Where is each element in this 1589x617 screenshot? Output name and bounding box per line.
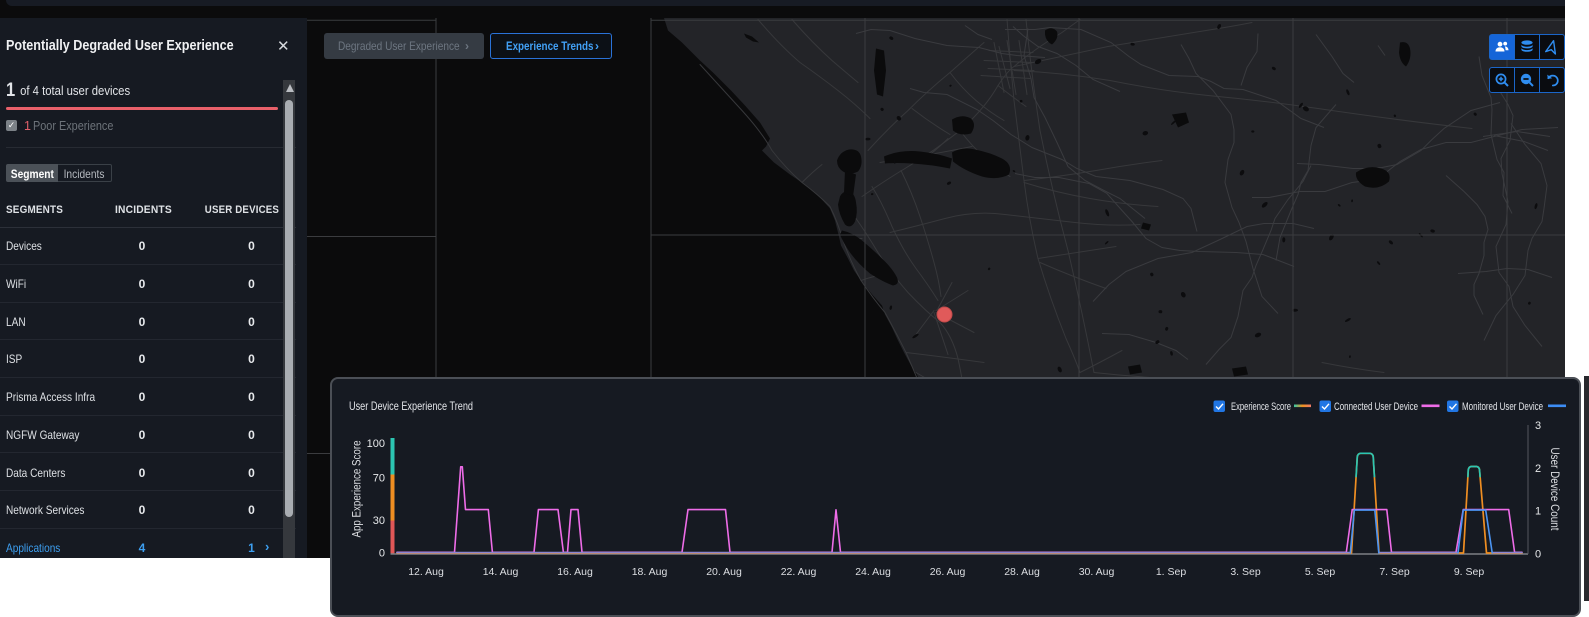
svg-text:0: 0	[379, 548, 385, 560]
svg-text:7. Sep: 7. Sep	[1379, 566, 1410, 578]
svg-text:3. Sep: 3. Sep	[1230, 566, 1261, 578]
svg-text:3: 3	[1535, 420, 1541, 432]
svg-text:Monitored User Device: Monitored User Device	[1462, 401, 1543, 413]
svg-text:18. Aug: 18. Aug	[632, 566, 668, 578]
svg-text:Connected User Device: Connected User Device	[1334, 401, 1418, 413]
svg-text:9. Sep: 9. Sep	[1454, 566, 1485, 578]
svg-text:0: 0	[1535, 549, 1541, 561]
svg-text:22. Aug: 22. Aug	[781, 566, 817, 578]
svg-text:Experience Score: Experience Score	[1231, 401, 1291, 413]
svg-text:20. Aug: 20. Aug	[706, 566, 742, 578]
svg-text:16. Aug: 16. Aug	[557, 566, 593, 578]
svg-text:100: 100	[367, 438, 385, 450]
svg-text:5. Sep: 5. Sep	[1305, 566, 1336, 578]
svg-text:24. Aug: 24. Aug	[855, 566, 891, 578]
svg-text:User Device Experience Trend: User Device Experience Trend	[349, 399, 473, 413]
svg-text:30: 30	[373, 515, 385, 527]
svg-text:2: 2	[1535, 463, 1541, 475]
svg-text:12. Aug: 12. Aug	[408, 566, 444, 578]
svg-text:App Experience Score: App Experience Score	[352, 441, 364, 538]
svg-text:1: 1	[1535, 506, 1541, 518]
svg-text:1. Sep: 1. Sep	[1156, 566, 1187, 578]
svg-text:26. Aug: 26. Aug	[930, 566, 966, 578]
svg-text:30. Aug: 30. Aug	[1079, 566, 1115, 578]
svg-text:28. Aug: 28. Aug	[1004, 566, 1040, 578]
svg-text:14. Aug: 14. Aug	[483, 566, 519, 578]
svg-text:User Device Count: User Device Count	[1548, 448, 1560, 532]
svg-text:70: 70	[373, 472, 385, 484]
